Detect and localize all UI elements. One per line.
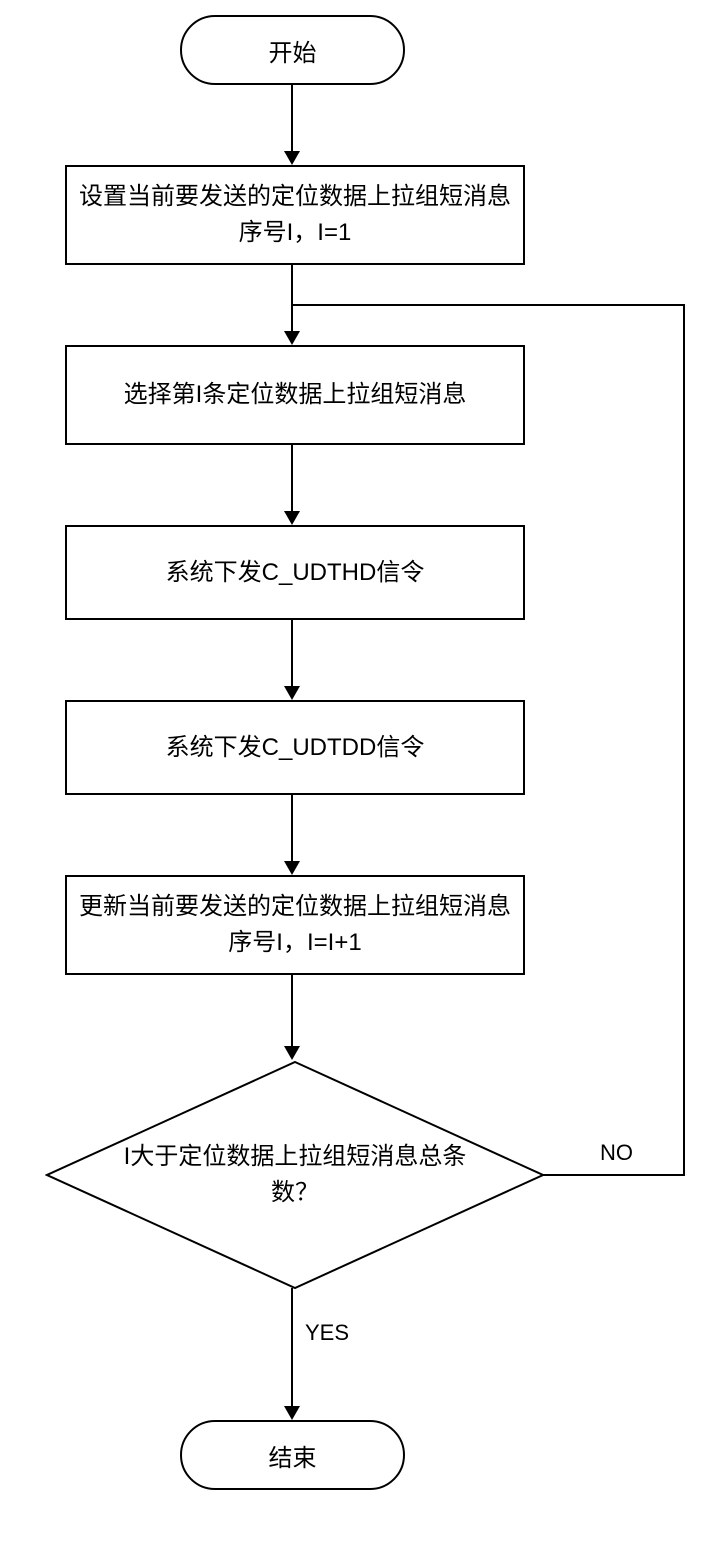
edge-no xyxy=(543,1174,685,1176)
decision-label: I大于定位数据上拉组短消息总条数？ xyxy=(105,1139,485,1211)
process-label: 更新当前要发送的定位数据上拉组短消息序号I，I=I+1 xyxy=(79,889,511,961)
start-label: 开始 xyxy=(269,33,317,68)
edge xyxy=(291,795,293,861)
end-node: 结束 xyxy=(180,1420,405,1490)
decision-node: I大于定位数据上拉组短消息总条数？ xyxy=(45,1060,545,1290)
arrow-head-icon xyxy=(284,861,300,875)
end-label: 结束 xyxy=(269,1438,317,1473)
process-label: 选择第I条定位数据上拉组短消息 xyxy=(124,377,467,413)
arrow-head-icon xyxy=(284,331,300,345)
process-node-1: 设置当前要发送的定位数据上拉组短消息序号I，I=1 xyxy=(65,165,525,265)
edge-label-no: NO xyxy=(600,1140,633,1166)
flowchart-canvas: 开始 设置当前要发送的定位数据上拉组短消息序号I，I=1 选择第I条定位数据上拉… xyxy=(0,0,719,1544)
edge-no xyxy=(683,305,685,1176)
arrow-head-icon xyxy=(284,1046,300,1060)
process-node-4: 系统下发C_UDTDD信令 xyxy=(65,700,525,795)
process-node-5: 更新当前要发送的定位数据上拉组短消息序号I，I=I+1 xyxy=(65,875,525,975)
edge-yes xyxy=(291,1288,293,1406)
arrow-head-icon xyxy=(284,151,300,165)
process-label: 系统下发C_UDTDD信令 xyxy=(166,730,425,766)
edge xyxy=(291,265,293,331)
edge-no xyxy=(293,304,685,306)
edge xyxy=(291,620,293,686)
process-label: 系统下发C_UDTHD信令 xyxy=(166,555,425,591)
edge xyxy=(291,975,293,1046)
start-node: 开始 xyxy=(180,15,405,85)
edge xyxy=(291,445,293,511)
process-node-3: 系统下发C_UDTHD信令 xyxy=(65,525,525,620)
edge-label-yes: YES xyxy=(305,1320,349,1346)
edge xyxy=(291,85,293,151)
arrow-head-icon xyxy=(284,686,300,700)
process-label: 设置当前要发送的定位数据上拉组短消息序号I，I=1 xyxy=(79,179,511,251)
arrow-head-icon xyxy=(284,511,300,525)
process-node-2: 选择第I条定位数据上拉组短消息 xyxy=(65,345,525,445)
arrow-head-icon xyxy=(284,1406,300,1420)
